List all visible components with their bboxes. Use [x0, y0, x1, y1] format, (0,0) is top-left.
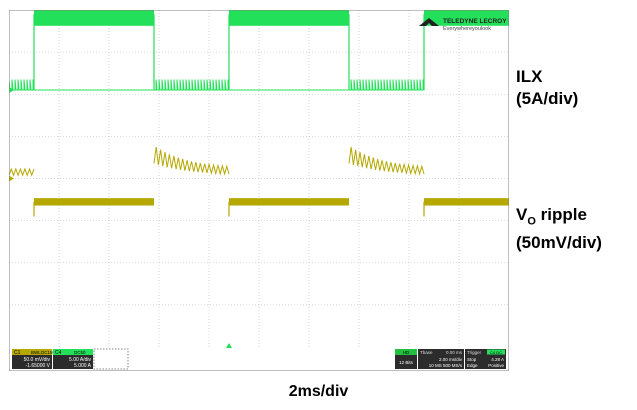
vo-ripple-scale: (50mV/div)	[516, 233, 602, 253]
c4-tag-dc: DC50	[74, 350, 86, 355]
vo-noisy-ripple	[9, 167, 35, 177]
c1-offset: -1.65000 V	[26, 363, 51, 369]
logo-mark-icon	[419, 18, 439, 26]
timebase-delay: 0.00 ms	[446, 350, 463, 355]
timebase-axis-label: 2ms/div	[288, 383, 349, 400]
hd-badge: HD 12 Bits	[395, 349, 417, 369]
waveforms	[9, 10, 509, 348]
status-bar: C1 BWL DC1M 50.0 mV/div -1.65000 V C4 DC…	[12, 348, 506, 370]
c1-tag-bwl: BWL	[31, 350, 41, 355]
trigger-level: 4.28 A	[491, 357, 504, 362]
timebase-descriptor[interactable]: Tbase 0.00 ms 2.00 ms/div 10 MS 500 MS/s	[418, 349, 464, 369]
vo-subscript: O	[527, 215, 536, 228]
timebase-scale: 2.00 ms/div	[439, 357, 463, 362]
c1-name: C1	[14, 350, 21, 356]
hd-label: HD	[403, 350, 410, 355]
trigger-slope: Positive	[488, 363, 504, 368]
timebase-label: Tbase	[420, 350, 433, 355]
c4-descriptor[interactable]: C4 DC50 5.00 A/div 5.000 A	[53, 349, 93, 369]
ilx-high-band	[424, 10, 509, 26]
ilx-label: ILX (5A/div)	[516, 66, 578, 110]
ilx-low-ripple	[9, 79, 425, 91]
vo-ripple-trace	[9, 146, 509, 217]
vo-flat-band	[34, 198, 154, 206]
ilx-trace	[9, 10, 509, 91]
trigger-type: Edge	[467, 363, 478, 368]
c4-name: C4	[55, 350, 62, 356]
trigger-source: C4 DC	[490, 350, 502, 355]
trigger-mode: Stop	[467, 357, 477, 362]
c4-offset: 5.000 A	[74, 363, 92, 369]
trigger-label: Trigger	[467, 350, 482, 355]
vo-flat-band	[229, 198, 349, 206]
c1-tag-dc: DC1M	[41, 350, 54, 355]
c4-ground-marker	[9, 87, 14, 94]
teledyne-lecroy-logo: TELEDYNE LECROY Everywhereyoulook	[419, 18, 507, 32]
c1-scale: 50.0 mV/div	[24, 357, 51, 363]
c4-scale: 5.00 A/div	[69, 357, 91, 363]
brand-tagline: Everywhereyoulook	[443, 26, 491, 32]
grid	[9, 10, 509, 347]
timebase-rate: 10 MS 500 MS/s	[429, 363, 463, 368]
ilx-scale: (5A/div)	[516, 89, 579, 108]
c1-ground-marker	[9, 175, 14, 182]
vo-suffix: ripple	[535, 205, 587, 224]
vo-flat-band	[424, 198, 509, 206]
trigger-position-marker	[226, 343, 232, 348]
ilx-high-band	[34, 10, 154, 26]
vo-noisy-ripple	[348, 146, 425, 176]
trigger-descriptor[interactable]: Trigger C4 DC Stop 4.28 A Edge Positive	[465, 349, 506, 369]
ilx-high-band	[229, 10, 349, 26]
vo-noisy-ripple	[153, 146, 230, 176]
vo-ripple-label: VO ripple (50mV/div)	[516, 204, 602, 254]
vo-ripple-name: VO ripple	[516, 204, 602, 232]
c1-descriptor[interactable]: C1 BWL DC1M 50.0 mV/div -1.65000 V	[12, 349, 54, 369]
oscilloscope-screen: TELEDYNE LECROY Everywhereyoulook C1 BWL…	[9, 10, 509, 371]
brand-name: TELEDYNE LECROY	[443, 18, 507, 25]
ilx-name: ILX	[516, 67, 543, 86]
vo-prefix: V	[516, 205, 528, 224]
bits-label: 12 Bits	[399, 360, 414, 365]
